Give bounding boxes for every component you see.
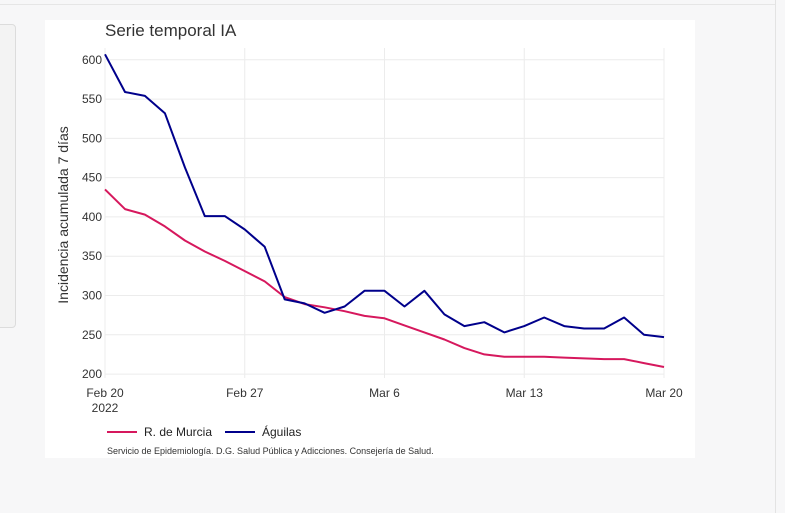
legend-label: R. de Murcia <box>144 425 212 439</box>
chart-title: Serie temporal IA <box>105 21 237 40</box>
data-point-aguilas[interactable] <box>519 321 529 331</box>
data-point-aguilas[interactable] <box>599 324 609 334</box>
data-point-r-de-murcia[interactable] <box>599 354 609 364</box>
x-tick-label: Feb 20 <box>86 386 124 400</box>
legend[interactable]: R. de Murcia Águilas <box>107 424 301 439</box>
right-divider <box>775 0 776 513</box>
data-point-r-de-murcia[interactable] <box>579 353 589 363</box>
x-tick-label: Feb 27 <box>226 386 264 400</box>
data-point-aguilas[interactable] <box>340 302 350 312</box>
data-point-aguilas[interactable] <box>260 242 270 252</box>
y-axis-label: Incidencia acumulada 7 días <box>55 126 71 303</box>
data-point-aguilas[interactable] <box>360 286 370 296</box>
series-line-aguilas[interactable] <box>104 53 665 339</box>
data-point-aguilas[interactable] <box>140 91 150 101</box>
data-point-r-de-murcia[interactable] <box>659 362 669 372</box>
y-tick-label: 300 <box>82 289 102 303</box>
x-tick-year-label: 2022 <box>92 401 119 415</box>
data-point-r-de-murcia[interactable] <box>399 320 409 330</box>
data-point-r-de-murcia[interactable] <box>180 236 190 246</box>
top-divider <box>0 4 775 5</box>
x-tick-label: Mar 6 <box>369 386 400 400</box>
data-point-r-de-murcia[interactable] <box>200 247 210 257</box>
data-point-aguilas[interactable] <box>200 211 210 221</box>
data-point-r-de-murcia[interactable] <box>160 221 170 231</box>
y-tick-label: 550 <box>82 92 102 106</box>
y-tick-label: 600 <box>82 53 102 67</box>
y-tick-label: 350 <box>82 249 102 263</box>
y-tick-label: 500 <box>82 131 102 145</box>
data-point-aguilas[interactable] <box>120 87 130 97</box>
data-point-r-de-murcia[interactable] <box>459 343 469 353</box>
data-point-aguilas[interactable] <box>619 313 629 323</box>
x-tick-label: Mar 20 <box>645 386 683 400</box>
data-point-aguilas[interactable] <box>180 162 190 172</box>
data-point-aguilas[interactable] <box>419 286 429 296</box>
data-point-r-de-murcia[interactable] <box>619 354 629 364</box>
data-point-aguilas[interactable] <box>639 330 649 340</box>
data-point-r-de-murcia[interactable] <box>639 358 649 368</box>
data-point-aguilas[interactable] <box>439 309 449 319</box>
data-point-aguilas[interactable] <box>380 286 390 296</box>
data-point-r-de-murcia[interactable] <box>140 210 150 220</box>
data-point-r-de-murcia[interactable] <box>559 353 569 363</box>
data-point-aguilas[interactable] <box>280 294 290 304</box>
data-point-aguilas[interactable] <box>499 327 509 337</box>
y-tick-label: 250 <box>82 328 102 342</box>
series-layer <box>100 53 669 372</box>
grid-lines <box>104 48 665 378</box>
data-point-r-de-murcia[interactable] <box>120 204 130 214</box>
series-line-r-de-murcia[interactable] <box>104 188 665 368</box>
y-tick-label: 400 <box>82 210 102 224</box>
data-point-r-de-murcia[interactable] <box>499 352 509 362</box>
side-panel <box>0 24 16 328</box>
data-point-aguilas[interactable] <box>459 321 469 331</box>
data-point-aguilas[interactable] <box>300 298 310 308</box>
legend-item[interactable]: R. de Murcia <box>107 425 212 439</box>
data-point-r-de-murcia[interactable] <box>220 256 230 266</box>
data-point-r-de-murcia[interactable] <box>380 313 390 323</box>
y-axis-ticks: 200 250 300 350 400 450 500 550 600 <box>82 53 102 381</box>
data-point-aguilas[interactable] <box>320 308 330 318</box>
data-point-aguilas[interactable] <box>160 108 170 118</box>
legend-label: Águilas <box>262 424 301 439</box>
data-point-r-de-murcia[interactable] <box>360 311 370 321</box>
data-point-aguilas[interactable] <box>399 302 409 312</box>
data-point-aguilas[interactable] <box>479 317 489 327</box>
legend-item[interactable]: Águilas <box>225 424 301 439</box>
data-point-r-de-murcia[interactable] <box>519 352 529 362</box>
data-point-aguilas[interactable] <box>220 211 230 221</box>
y-tick-label: 450 <box>82 171 102 185</box>
source-note: Servicio de Epidemiología. D.G. Salud Pú… <box>107 446 434 456</box>
y-tick-label: 200 <box>82 367 102 381</box>
data-point-r-de-murcia[interactable] <box>419 327 429 337</box>
data-point-r-de-murcia[interactable] <box>539 352 549 362</box>
data-point-aguilas[interactable] <box>659 332 669 342</box>
data-point-aguilas[interactable] <box>559 321 569 331</box>
data-point-aguilas[interactable] <box>539 313 549 323</box>
data-point-r-de-murcia[interactable] <box>240 266 250 276</box>
data-point-aguilas[interactable] <box>240 225 250 235</box>
chart-container: 200 250 300 350 400 450 500 550 600 Feb 20 2022 Fe… <box>45 20 695 458</box>
data-point-r-de-murcia[interactable] <box>439 335 449 345</box>
data-point-r-de-murcia[interactable] <box>479 349 489 359</box>
data-point-r-de-murcia[interactable] <box>100 184 110 194</box>
data-point-aguilas[interactable] <box>579 324 589 334</box>
data-point-r-de-murcia[interactable] <box>260 276 270 286</box>
x-tick-label: Mar 13 <box>506 386 544 400</box>
